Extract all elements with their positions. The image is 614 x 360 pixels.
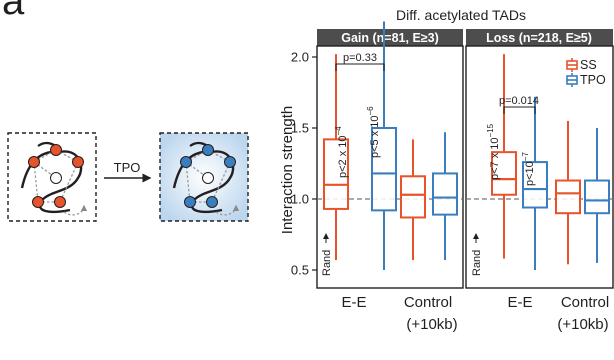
pvalue-loss-tpo-base: p<10 — [524, 161, 536, 186]
box-iqr — [432, 172, 458, 216]
legend-ss-symbol — [566, 58, 578, 72]
pvalue-loss-ss-base: p<7 x 10 — [489, 137, 501, 180]
box-gain-control-tpo — [432, 132, 458, 261]
box-loss-ee-ss — [491, 54, 517, 259]
schematic-before — [7, 132, 97, 222]
pvalue-bracket-gain — [335, 63, 385, 71]
box-loss-control-tpo — [584, 128, 610, 263]
chart-title: Diff. acetylated TADs — [396, 7, 526, 23]
box-iqr — [491, 151, 517, 196]
panel-frame-loss — [465, 45, 614, 289]
rand-label-gain: Rand — [321, 250, 333, 276]
box-iqr — [400, 175, 426, 219]
pvalue-loss-ss: p<7 x 10−15 — [486, 123, 501, 180]
y-tick-label: 2.0 — [291, 50, 309, 65]
pvalue-loss-tpo-exp: −7 — [521, 152, 530, 162]
category-control-loss-sub: (+10kb) — [557, 316, 608, 333]
boxplots — [323, 21, 610, 270]
category-ee-loss: E-E — [507, 294, 532, 311]
pvalue-bracket-gain-label: p=0.33 — [343, 52, 377, 64]
box-iqr — [555, 179, 581, 215]
pvalue-bracket-loss — [503, 106, 536, 114]
box-gain-ee-ss — [323, 54, 349, 261]
pvalue-gain-tpo-base: p<5 x 10 — [369, 115, 381, 158]
panel-header-loss — [466, 29, 613, 46]
y-axis-label: Interaction strength — [279, 106, 296, 234]
panel-header-gain — [317, 29, 463, 46]
box-gain-ee-tpo — [371, 21, 397, 270]
treatment-arrow: TPO — [104, 160, 152, 183]
pvalue-gain-tpo-exp: −6 — [366, 106, 375, 116]
y-tick-label: 1.5 — [291, 121, 309, 136]
figure-letter: a — [2, 0, 25, 23]
category-control-gain: Control — [404, 294, 452, 311]
legend-tpo-label: TPO — [580, 73, 606, 87]
box-iqr — [323, 138, 349, 210]
pvalue-gain-ss-base: p<2 x 10 — [337, 135, 349, 178]
legend-ss-label: SS — [580, 58, 597, 72]
pvalue-bracket-loss-label: p=0.014 — [499, 95, 539, 107]
treatment-label: TPO — [114, 160, 141, 175]
rand-label-loss: Rand — [471, 250, 483, 276]
category-ee-gain: E-E — [341, 294, 366, 311]
pvalue-gain-ss-exp: −4 — [334, 126, 343, 136]
category-control-gain-sub: (+10kb) — [406, 316, 457, 333]
pvalue-gain-tpo: p<5 x 10−6 — [366, 106, 381, 158]
box-iqr — [371, 127, 397, 212]
box-loss-control-ss — [555, 120, 581, 265]
legend-tpo-symbol — [566, 73, 578, 87]
y-tick-label: 0.5 — [291, 263, 309, 278]
panel-frame-gain — [316, 45, 464, 289]
box-iqr — [522, 161, 548, 209]
legend: SS TPO — [566, 58, 606, 87]
box-iqr — [584, 179, 610, 215]
pvalue-gain-ss: p<2 x 10−4 — [334, 126, 349, 178]
panel-header-gain-label: Gain (n=81, E≥3) — [341, 31, 439, 45]
y-tick-label: 1.0 — [291, 192, 309, 207]
pvalue-loss-tpo: p<10−7 — [521, 152, 536, 186]
schematic-after — [159, 132, 249, 222]
panel-header-loss-label: Loss (n=218, E≥5) — [486, 31, 592, 45]
category-control-loss: Control — [561, 294, 609, 311]
pvalue-loss-ss-exp: −15 — [486, 123, 495, 137]
box-gain-control-ss — [400, 139, 426, 261]
y-axis: 0.5 1.0 1.5 2.0 — [291, 50, 317, 278]
